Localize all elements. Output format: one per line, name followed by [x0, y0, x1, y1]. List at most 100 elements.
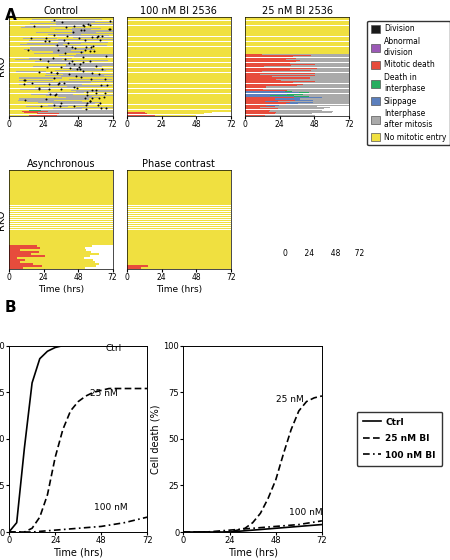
Bar	[63, 74, 112, 75]
Bar	[27, 101, 82, 102]
Point	[82, 94, 89, 102]
Bar	[9, 112, 24, 113]
Bar	[127, 222, 231, 223]
Bar	[245, 35, 349, 36]
Bar	[127, 245, 231, 247]
Bar	[127, 200, 231, 202]
Bar	[245, 83, 302, 85]
Bar	[9, 188, 112, 190]
Point	[90, 46, 98, 55]
Bar	[9, 204, 112, 206]
Bar	[29, 58, 72, 59]
Point	[49, 54, 56, 63]
Bar	[24, 49, 95, 50]
Point	[61, 55, 68, 64]
Text: Ctrl: Ctrl	[105, 344, 122, 353]
Text: B: B	[4, 300, 16, 315]
Bar	[245, 18, 349, 19]
Bar	[23, 38, 57, 39]
Title: Asynchronous: Asynchronous	[27, 159, 95, 169]
Bar	[127, 237, 231, 239]
Point	[24, 45, 32, 54]
Bar	[19, 99, 89, 100]
Bar	[9, 196, 112, 198]
Point	[36, 55, 44, 64]
Bar	[9, 241, 112, 243]
Bar	[127, 55, 231, 56]
Bar	[20, 249, 86, 251]
Bar	[270, 95, 294, 96]
Bar	[9, 255, 45, 257]
Point	[55, 78, 63, 87]
Bar	[245, 54, 262, 55]
Bar	[127, 43, 231, 44]
Point	[72, 71, 79, 80]
Bar	[58, 39, 112, 40]
Bar	[302, 83, 349, 85]
Bar	[127, 36, 231, 38]
Bar	[34, 53, 64, 54]
Bar	[127, 102, 231, 103]
Bar	[9, 46, 30, 48]
Bar	[127, 63, 231, 64]
Bar	[9, 186, 112, 188]
Bar	[245, 33, 349, 34]
Bar	[292, 91, 349, 92]
Bar	[127, 174, 231, 176]
Bar	[91, 23, 112, 24]
Point	[76, 60, 83, 69]
Bar	[245, 97, 294, 98]
Point	[96, 35, 103, 44]
Bar	[287, 94, 303, 95]
Bar	[141, 267, 231, 269]
Bar	[9, 88, 20, 90]
Bar	[127, 196, 231, 198]
Bar	[296, 58, 349, 59]
Point	[82, 104, 90, 113]
Bar	[9, 176, 112, 178]
Bar	[245, 64, 315, 65]
Bar	[260, 107, 330, 108]
Bar	[245, 87, 266, 88]
Bar	[264, 66, 349, 67]
Bar	[9, 24, 56, 25]
Point	[50, 101, 57, 110]
Point	[65, 59, 72, 68]
Bar	[9, 60, 42, 61]
Text: 100 nM: 100 nM	[289, 508, 323, 517]
25 nM	[83, 393, 89, 399]
25 nM	[68, 408, 73, 414]
25 nM	[53, 454, 58, 461]
Bar	[278, 101, 349, 102]
Bar	[9, 231, 112, 233]
Bar	[127, 188, 231, 190]
Point	[56, 102, 63, 111]
Bar	[9, 33, 72, 34]
Ctrl	[145, 342, 150, 349]
Bar	[9, 227, 112, 229]
Bar	[72, 30, 112, 31]
Bar	[245, 29, 349, 30]
Bar	[9, 113, 37, 114]
Point	[27, 34, 34, 43]
Bar	[39, 251, 90, 253]
Ctrl	[114, 342, 119, 349]
Bar	[286, 59, 349, 60]
Point	[54, 80, 62, 88]
Line: 100 nM: 100 nM	[9, 517, 148, 532]
100 nM	[6, 529, 12, 535]
Bar	[95, 49, 112, 50]
Bar	[9, 212, 112, 213]
Bar	[245, 45, 349, 46]
Bar	[72, 90, 112, 91]
Bar	[9, 81, 59, 82]
Bar	[293, 57, 349, 58]
Legend: Ctrl, 25 nM BI, 100 nM BI: Ctrl, 25 nM BI, 100 nM BI	[356, 412, 442, 466]
Bar	[9, 174, 112, 176]
Bar	[127, 265, 148, 267]
Point	[58, 18, 66, 27]
Bar	[245, 110, 270, 111]
Bar	[276, 112, 332, 113]
Bar	[46, 95, 112, 96]
Bar	[9, 64, 66, 65]
